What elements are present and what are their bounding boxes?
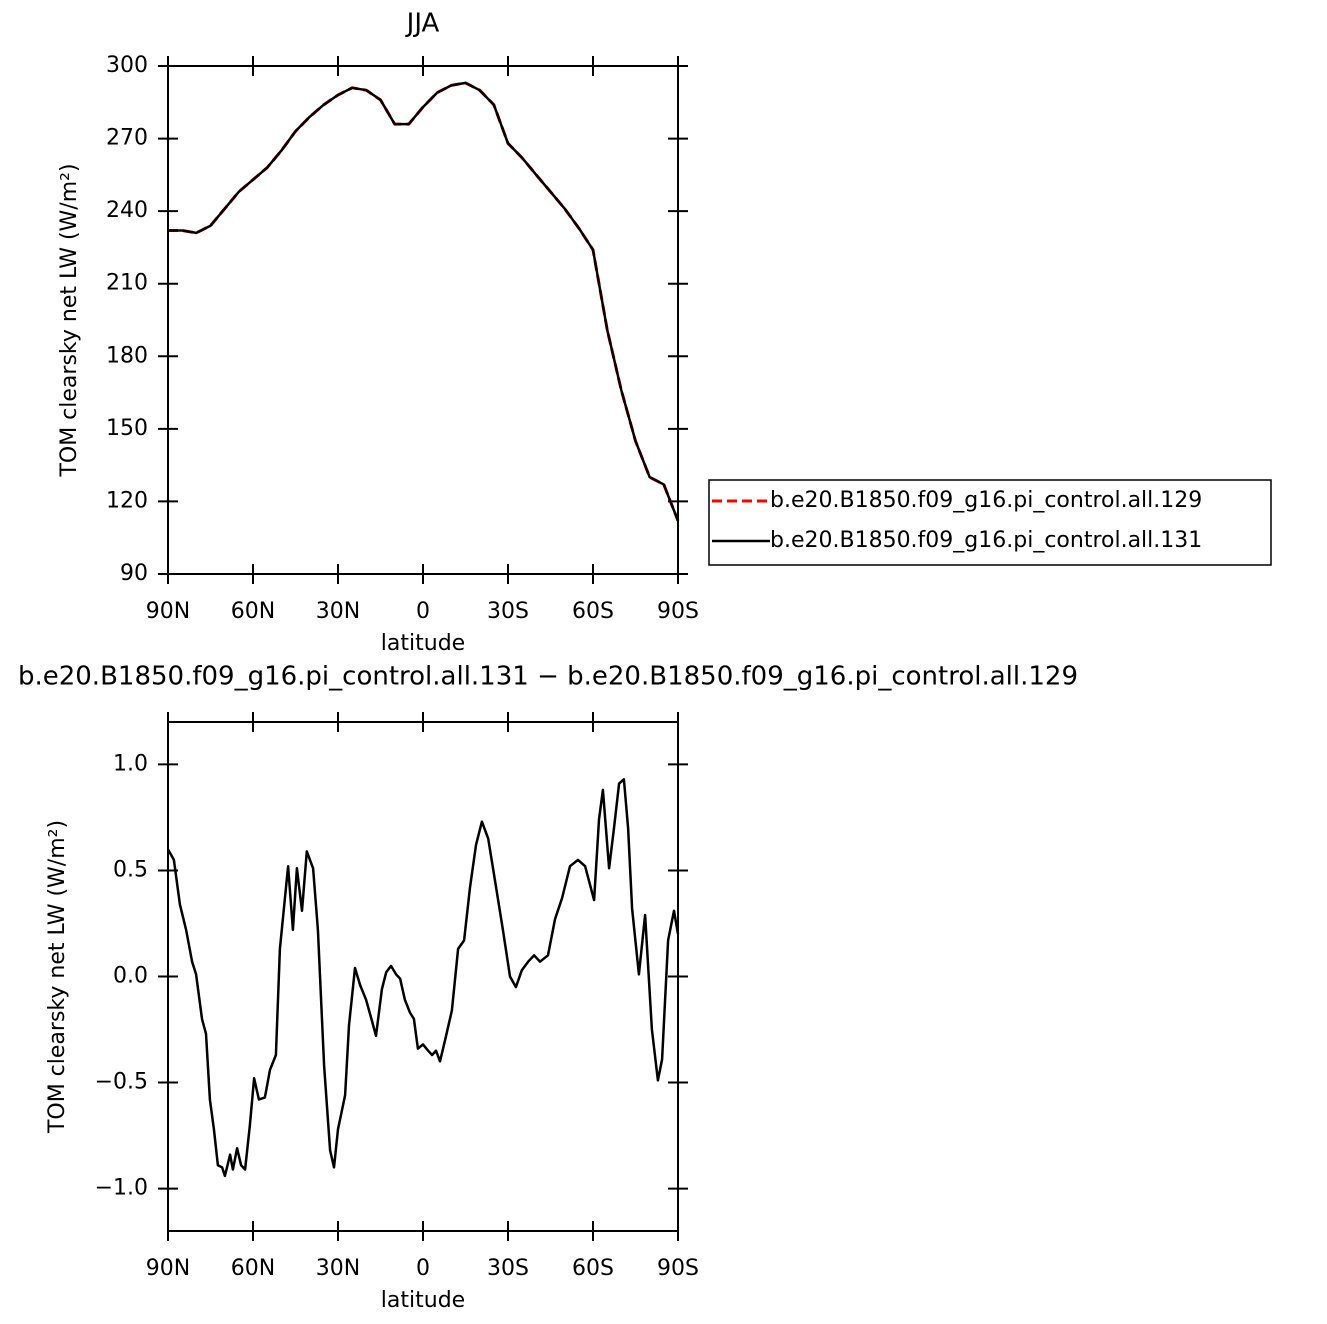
y-tick-label: 0.0 [113,964,148,989]
data-line [168,81,680,522]
y-tick-label: 0.5 [113,857,148,882]
y-tick-label: 180 [106,343,148,368]
y-tick-label: 90 [120,561,148,586]
y-tick-label: −1.0 [95,1176,148,1201]
x-tick-label: 30S [487,599,529,624]
x-tick-label: 60N [231,599,275,624]
x-axis-label: latitude [381,1288,465,1313]
chart-title: b.e20.B1850.f09_g16.pi_control.all.131 −… [18,662,1078,692]
y-tick-label: 270 [106,126,148,151]
x-tick-label: 90S [657,1256,699,1281]
y-tick-label: 120 [106,488,148,513]
y-tick-label: 300 [106,53,148,78]
x-tick-label: 90N [146,599,190,624]
x-tick-label: 0 [416,599,430,624]
x-tick-label: 60N [231,1256,275,1281]
chart-title: JJA [405,9,440,39]
y-tick-label: 150 [106,416,148,441]
y-axis-label: TOM clearsky net LW (W/m²) [45,820,70,1134]
legend-label: b.e20.B1850.f09_g16.pi_control.all.131 [770,528,1202,553]
plot-frame [167,721,679,1232]
x-axis-label: latitude [381,631,465,656]
x-tick-label: 60S [572,599,614,624]
x-tick-label: 60S [572,1256,614,1281]
data-line [166,778,680,1178]
x-tick-label: 30N [316,1256,360,1281]
x-tick-label: 90N [146,1256,190,1281]
y-tick-label: 210 [106,271,148,296]
legend-label: b.e20.B1850.f09_g16.pi_control.all.129 [770,488,1202,513]
y-axis-label: TOM clearsky net LW (W/m²) [57,163,82,477]
x-tick-label: 30S [487,1256,529,1281]
x-tick-label: 30N [316,599,360,624]
legend-box [708,479,1272,566]
plot-frame [167,65,679,575]
x-tick-label: 90S [657,599,699,624]
y-tick-label: 240 [106,198,148,223]
y-tick-label: 1.0 [113,751,148,776]
x-tick-label: 0 [416,1256,430,1281]
y-tick-label: −0.5 [95,1070,148,1095]
